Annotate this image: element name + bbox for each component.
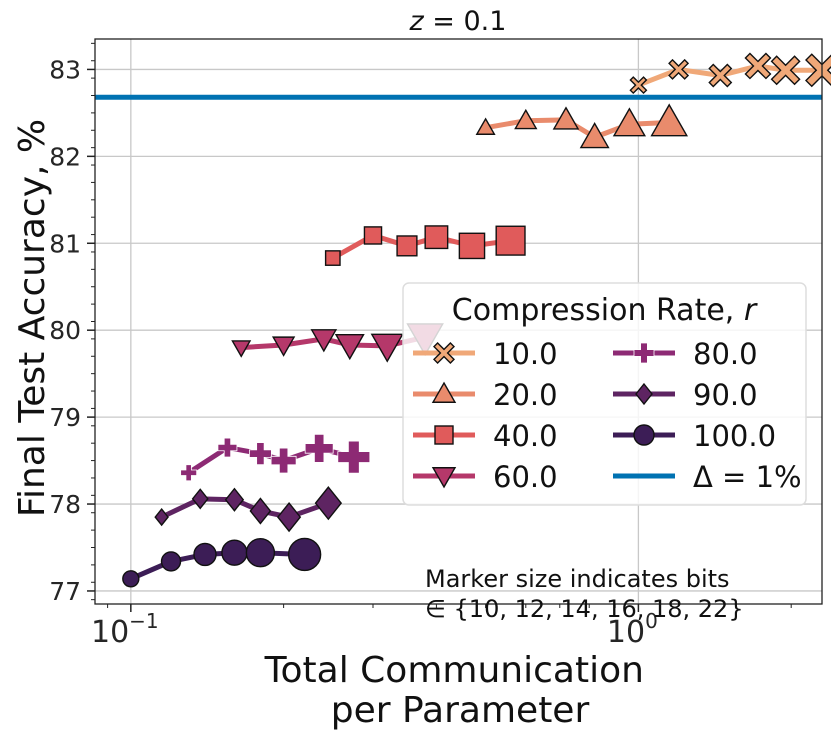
legend-label: 80.0 <box>693 337 758 371</box>
y-tick-label: 82 <box>49 142 81 171</box>
legend-marker <box>434 425 454 445</box>
legend: Compression Rate, r 10.0 20.0 40.0 60.0 80.0 9… <box>402 282 807 506</box>
legend-box <box>402 282 807 506</box>
data-point <box>310 329 338 353</box>
data-point <box>160 551 182 572</box>
data-point <box>744 52 772 80</box>
data-point <box>770 55 801 86</box>
data-point <box>271 336 296 357</box>
data-point <box>612 107 647 137</box>
legend-entry-90.0: 90.0 <box>613 378 758 412</box>
legend-marker <box>635 382 653 406</box>
legend-label: 100.0 <box>693 419 776 453</box>
legend-label: 90.0 <box>693 378 758 412</box>
legend-marker <box>431 467 457 489</box>
data-point <box>495 225 526 256</box>
data-point <box>552 106 580 130</box>
data-point <box>475 117 496 135</box>
legend-title: Compression Rate, r <box>452 293 758 328</box>
y-tick-label: 78 <box>49 490 81 519</box>
series-80.0 <box>180 434 371 482</box>
series-layer <box>122 52 831 588</box>
legend-entry-Δ = 1%: Δ = 1% <box>613 460 802 494</box>
y-tick-label: 83 <box>49 55 81 84</box>
x-tick-label: 10−1 <box>91 609 159 650</box>
data-point <box>363 226 383 245</box>
legend-label: Δ = 1% <box>693 460 802 494</box>
data-point <box>217 437 238 458</box>
y-axis-title: Final Test Accuracy, % <box>12 119 53 517</box>
data-point <box>245 538 276 568</box>
series-line <box>129 550 305 582</box>
legend-label: 40.0 <box>493 419 558 453</box>
data-point <box>191 488 209 510</box>
data-point <box>424 225 449 250</box>
data-point <box>579 122 610 149</box>
data-point <box>287 537 322 572</box>
data-point <box>249 497 272 525</box>
data-point <box>276 501 302 533</box>
x-axis-title-line-2: per Parameter <box>331 690 590 731</box>
data-point <box>221 539 248 566</box>
data-point <box>708 63 733 88</box>
axes: 77 78 79 80 81 82 83 10−1 100 <box>49 38 823 650</box>
legend-entry-20.0: 20.0 <box>413 378 558 412</box>
series-100.0 <box>122 537 322 588</box>
legend-label: 20.0 <box>493 378 558 412</box>
data-point <box>650 103 689 137</box>
legend-marker <box>431 381 457 403</box>
data-point <box>514 108 538 130</box>
data-point <box>193 542 217 567</box>
marker-size-note: Marker size indicates bits∈ {10, 12, 14,… <box>425 565 744 623</box>
data-point <box>324 250 341 266</box>
note-line: ∈ {10, 12, 14, 16, 18, 22} <box>425 595 744 623</box>
data-point <box>396 235 418 257</box>
series-line <box>160 496 330 520</box>
series-20.0 <box>475 103 689 149</box>
data-point <box>231 340 252 358</box>
note-line: Marker size indicates bits <box>425 565 730 593</box>
data-point <box>629 76 648 95</box>
series-10.0 <box>629 52 831 95</box>
legend-entry-60.0: 60.0 <box>413 460 558 494</box>
legend-entry-40.0: 40.0 <box>413 419 558 453</box>
data-point <box>314 486 343 521</box>
chart-title: z = 0.1 <box>409 6 507 37</box>
legend-entry-100.0: 100.0 <box>613 419 776 453</box>
data-point <box>458 232 486 260</box>
x-tick-label: 100 <box>607 609 658 650</box>
x-axis-title-line-1: Total Communication <box>264 650 644 691</box>
data-point <box>224 487 245 512</box>
legend-marker <box>433 342 455 364</box>
y-tick-label: 79 <box>49 403 81 432</box>
data-point <box>337 440 371 474</box>
series-90.0 <box>154 486 343 533</box>
data-point <box>304 434 334 463</box>
data-point <box>154 507 169 527</box>
data-point <box>122 570 140 588</box>
data-point <box>270 447 297 474</box>
data-point <box>180 464 198 482</box>
data-point <box>370 333 404 363</box>
data-point <box>248 442 272 466</box>
y-tick-label: 81 <box>49 229 81 258</box>
legend-label: 10.0 <box>493 337 558 371</box>
data-point <box>334 333 365 361</box>
legend-marker <box>633 342 655 364</box>
series-40.0 <box>324 225 526 266</box>
legend-entry-80.0: 80.0 <box>613 337 758 371</box>
legend-marker <box>633 424 655 446</box>
y-tick-label: 77 <box>49 577 81 606</box>
legend-label: 60.0 <box>493 460 558 494</box>
y-tick-label: 80 <box>49 316 81 345</box>
data-point <box>668 58 690 80</box>
x-axis-title: Total Communication per Parameter <box>264 650 656 731</box>
legend-entry-10.0: 10.0 <box>413 337 558 371</box>
